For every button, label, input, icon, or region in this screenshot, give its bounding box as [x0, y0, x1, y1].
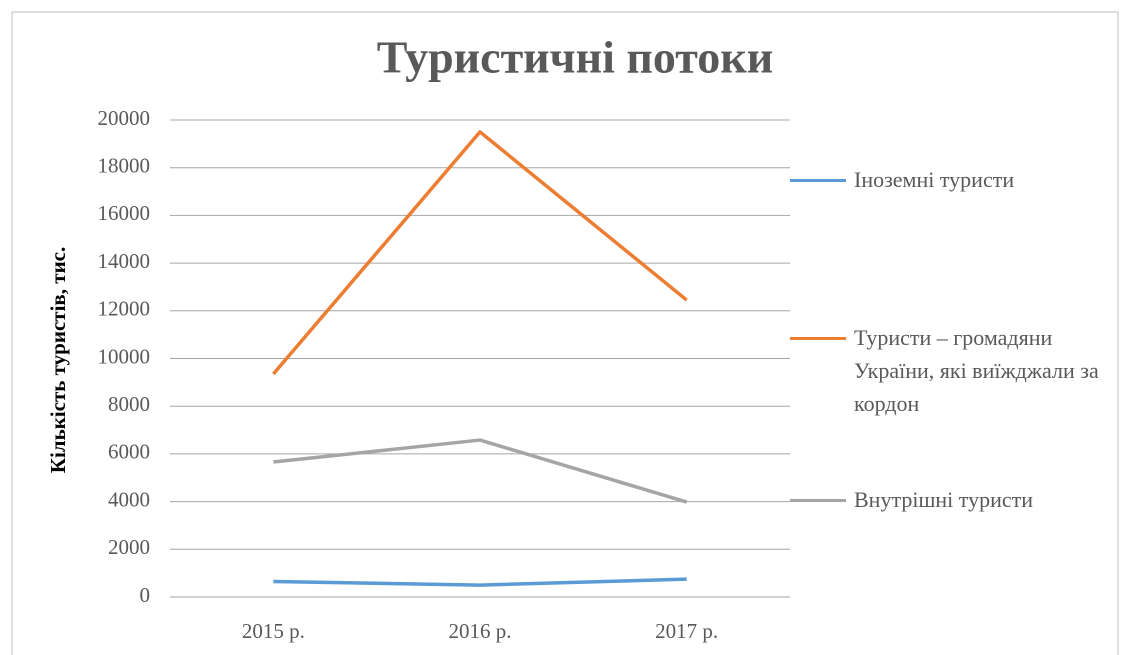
y-tick-label: 2000 [108, 535, 150, 559]
y-tick-label: 8000 [108, 392, 150, 416]
y-tick-label: 12000 [98, 297, 151, 321]
y-tick-label: 20000 [98, 106, 151, 130]
y-tick-label: 10000 [98, 344, 151, 368]
legend-item: Внутрішні туристи [790, 483, 1120, 516]
series-line [273, 438, 688, 504]
series-line [273, 577, 687, 587]
series-line [272, 130, 688, 376]
y-tick-label: 0 [140, 583, 151, 607]
legend-item: Іноземні туристи [790, 163, 1120, 196]
legend-label: Іноземні туристи [854, 167, 1015, 192]
x-tick-label: 2017 р. [655, 619, 718, 643]
chart-border [11, 11, 1119, 655]
chart-title: Туристичні потоки [377, 32, 774, 83]
legend-swatch [790, 499, 846, 502]
y-tick-label: 16000 [98, 201, 151, 225]
legend-label: Туристи – громадяни України, які виїжджа… [854, 325, 1099, 416]
y-tick-label: 6000 [108, 440, 150, 464]
x-tick-label: 2016 р. [449, 619, 512, 643]
y-tick-label: 18000 [98, 154, 151, 178]
y-axis-label: Кількість туристів, тис. [46, 247, 70, 474]
y-tick-label: 14000 [98, 249, 151, 273]
y-tick-label: 4000 [108, 487, 150, 511]
legend-label: Внутрішні туристи [854, 487, 1034, 512]
x-tick-label: 2015 р. [242, 619, 305, 643]
legend-swatch [790, 179, 846, 182]
legend-item: Туристи – громадяни України, які виїжджа… [790, 321, 1120, 420]
legend-swatch [790, 337, 846, 340]
